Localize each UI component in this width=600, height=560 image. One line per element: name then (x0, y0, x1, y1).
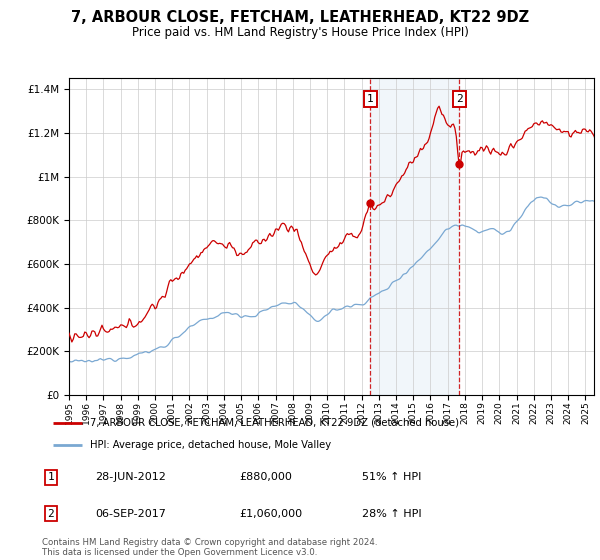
Text: 2: 2 (47, 508, 54, 519)
Text: Contains HM Land Registry data © Crown copyright and database right 2024.
This d: Contains HM Land Registry data © Crown c… (42, 538, 377, 557)
Text: Price paid vs. HM Land Registry's House Price Index (HPI): Price paid vs. HM Land Registry's House … (131, 26, 469, 39)
Text: £1,060,000: £1,060,000 (239, 508, 303, 519)
Text: 06-SEP-2017: 06-SEP-2017 (95, 508, 166, 519)
Bar (370, 78, 459, 395)
Text: 1: 1 (47, 472, 54, 482)
Text: £880,000: £880,000 (239, 472, 292, 482)
Text: 1: 1 (367, 94, 374, 104)
Text: 28-JUN-2012: 28-JUN-2012 (95, 472, 166, 482)
Text: HPI: Average price, detached house, Mole Valley: HPI: Average price, detached house, Mole… (90, 440, 331, 450)
Text: 28% ↑ HPI: 28% ↑ HPI (362, 508, 422, 519)
Text: 51% ↑ HPI: 51% ↑ HPI (362, 472, 422, 482)
Text: 2: 2 (456, 94, 463, 104)
Text: 7, ARBOUR CLOSE, FETCHAM, LEATHERHEAD, KT22 9DZ (detached house): 7, ARBOUR CLOSE, FETCHAM, LEATHERHEAD, K… (90, 418, 459, 428)
Text: 7, ARBOUR CLOSE, FETCHAM, LEATHERHEAD, KT22 9DZ: 7, ARBOUR CLOSE, FETCHAM, LEATHERHEAD, K… (71, 10, 529, 25)
